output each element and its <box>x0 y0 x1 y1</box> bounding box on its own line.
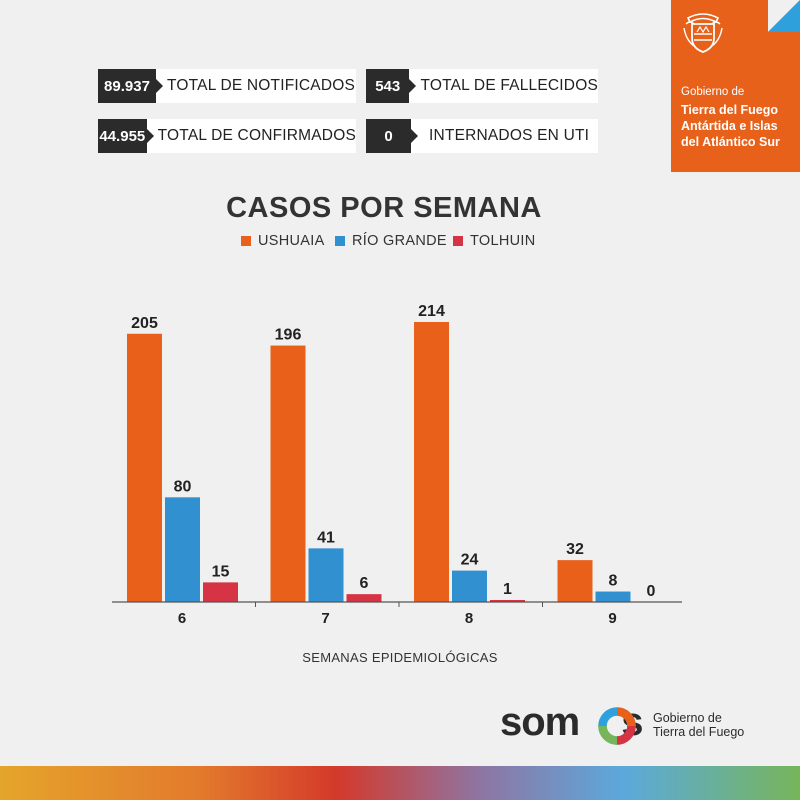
data-label: 24 <box>461 552 479 569</box>
government-line2: Tierra del Fuego Antártida e Islas del A… <box>681 103 780 149</box>
data-label: 1 <box>503 581 512 598</box>
coat-of-arms-icon <box>683 13 723 53</box>
data-label: 196 <box>275 327 302 344</box>
stat-label: TOTAL DE NOTIFICADOS <box>167 77 356 94</box>
bar-río-grande-week-6 <box>165 497 200 602</box>
legend-tolhuin: TOLHUIN <box>453 233 535 249</box>
legend-label: USHUAIA <box>258 233 325 249</box>
x-tick-label: 7 <box>321 610 329 627</box>
color-stripe <box>0 766 800 800</box>
bar-ushuaia-week-8 <box>414 322 449 602</box>
data-label: 15 <box>212 563 230 580</box>
bar-tolhuin-week-7 <box>346 594 382 602</box>
stat-total-fallecidos: 543 TOTAL DE FALLECIDOS <box>366 69 598 103</box>
stat-value: 0 <box>366 119 418 153</box>
stat-value: 89.937 <box>98 69 163 103</box>
legend-swatch <box>335 236 345 246</box>
bar-ushuaia-week-9 <box>557 560 593 602</box>
bar-río-grande-week-9 <box>595 591 631 602</box>
stat-internados-uti: 0 INTERNADOS EN UTI <box>366 119 598 153</box>
bar-ushuaia-week-6 <box>127 333 162 602</box>
data-label: 80 <box>174 478 192 495</box>
stat-total-confirmados: 44.955 TOTAL DE CONFIRMADOS <box>98 119 356 153</box>
legend-label: RÍO GRANDE <box>352 233 447 249</box>
corner-fold-accent <box>768 0 800 32</box>
somos-sub-line1: Gobierno de <box>653 711 722 725</box>
legend-swatch <box>453 236 463 246</box>
data-label: 6 <box>360 575 369 592</box>
government-panel: Gobierno de Tierra del Fuego Antártida e… <box>671 0 800 172</box>
somos-sub-line2: Tierra del Fuego <box>653 725 745 739</box>
x-tick-label: 6 <box>178 610 186 627</box>
bar-río-grande-week-7 <box>308 548 344 602</box>
data-label: 214 <box>418 303 445 320</box>
legend-swatch <box>241 236 251 246</box>
x-axis-label: SEMANAS EPIDEMIOLÓGICAS <box>302 650 498 665</box>
bar-ushuaia-week-7 <box>270 345 306 602</box>
data-label: 32 <box>566 541 584 558</box>
bar-tolhuin-week-8 <box>490 600 525 602</box>
stat-label: TOTAL DE FALLECIDOS <box>420 77 598 94</box>
stat-total-notificados: 89.937 TOTAL DE NOTIFICADOS <box>98 69 356 103</box>
somos-subtitle: Gobierno de Tierra del Fuego <box>653 711 744 739</box>
bar-río-grande-week-8 <box>452 570 487 602</box>
stat-value: 543 <box>366 69 418 103</box>
government-line1: Gobierno de <box>681 86 745 98</box>
stat-label: TOTAL DE CONFIRMADOS <box>157 127 356 144</box>
data-label: 41 <box>317 529 335 546</box>
somos-logo-o-icon <box>598 707 636 745</box>
bar-tolhuin-week-6 <box>203 582 238 602</box>
data-label: 0 <box>647 583 656 600</box>
chart-title: CASOS POR SEMANA <box>226 192 542 224</box>
legend-label: TOLHUIN <box>470 233 536 249</box>
data-label: 8 <box>609 573 618 590</box>
legend-ushuaia: USHUAIA <box>241 233 325 249</box>
stat-label: INTERNADOS EN UTI <box>429 127 590 144</box>
x-tick-label: 9 <box>608 610 616 627</box>
x-tick-label: 8 <box>465 610 473 627</box>
data-label: 205 <box>131 315 158 332</box>
stat-value: 44.955 <box>98 119 154 153</box>
legend-rio-grande: RÍO GRANDE <box>335 233 447 249</box>
